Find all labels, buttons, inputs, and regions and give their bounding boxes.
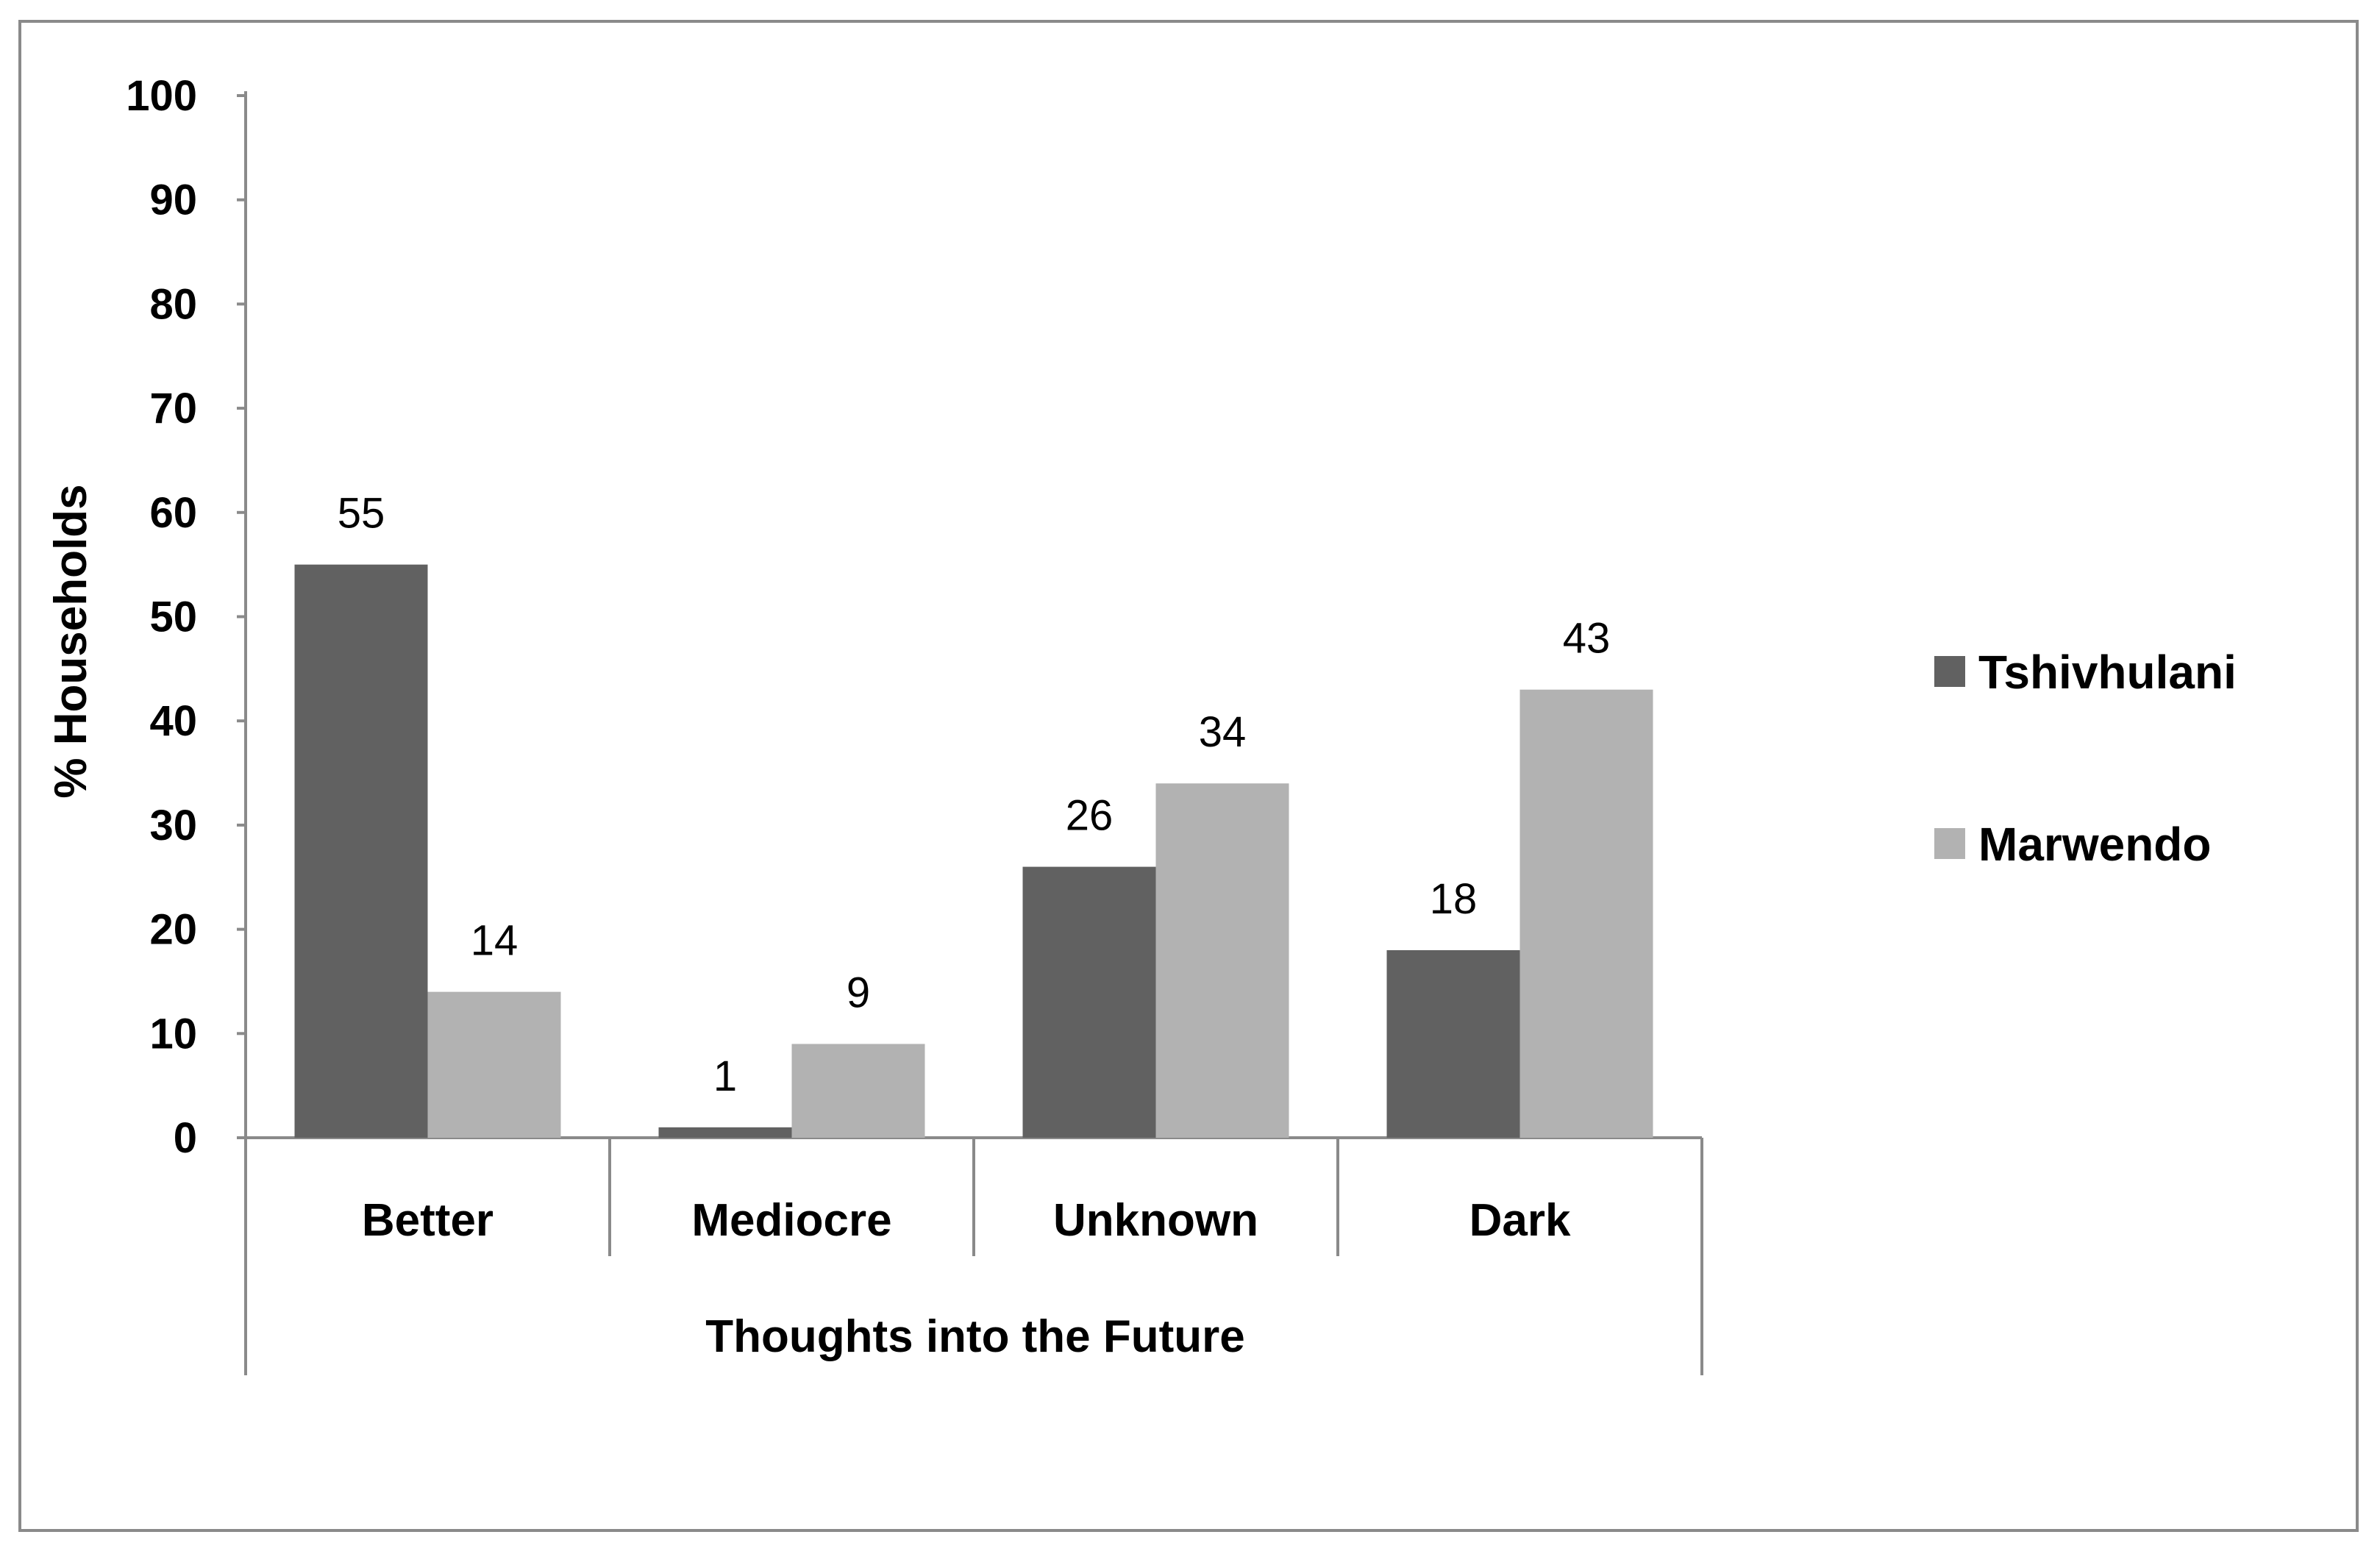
y-tick-label: 10	[149, 1010, 197, 1058]
data-label: 9	[847, 969, 870, 1016]
bar-tshivhulani	[658, 1127, 792, 1138]
y-tick-label: 20	[149, 906, 197, 954]
legend-label: Marwendo	[1978, 818, 2211, 871]
data-label: 34	[1199, 708, 1247, 756]
legend: Tshivhulani Marwendo	[1934, 646, 2237, 871]
y-tick-label: 40	[149, 697, 197, 745]
data-label: 43	[1563, 615, 1611, 663]
y-axis-title: % Households	[46, 484, 96, 798]
bar-tshivhulani	[1022, 866, 1156, 1138]
y-tick-label: 0	[174, 1114, 197, 1162]
data-label: 14	[471, 917, 519, 965]
plot-area: 0 10 20 30 40 50 60 70 80 90 100 Better Mediocre Unkn…	[126, 72, 1703, 1375]
legend-swatch-tshivhulani	[1934, 656, 1965, 687]
bar-marwendo	[427, 991, 561, 1138]
y-tick-label: 80	[149, 280, 197, 328]
bar-tshivhulani	[1386, 949, 1520, 1138]
data-label: 26	[1066, 792, 1114, 840]
data-label: 55	[338, 490, 385, 538]
x-category-label: Dark	[1469, 1195, 1571, 1246]
bar-marwendo	[1155, 783, 1289, 1138]
data-label: 1	[713, 1052, 737, 1100]
bar-marwendo	[1519, 689, 1653, 1138]
x-category-label: Unknown	[1053, 1195, 1258, 1246]
legend-label: Tshivhulani	[1978, 646, 2237, 699]
y-tick-label: 100	[126, 72, 197, 120]
data-label: 18	[1430, 875, 1478, 923]
bar-tshivhulani	[294, 564, 428, 1138]
bar-marwendo	[791, 1044, 925, 1138]
y-tick-label: 60	[149, 489, 197, 537]
x-axis-title: Thoughts into the Future	[705, 1311, 1245, 1362]
legend-swatch-marwendo	[1934, 828, 1965, 859]
x-category-label: Mediocre	[691, 1195, 891, 1246]
y-tick-label: 90	[149, 177, 197, 224]
y-tick-label: 30	[149, 802, 197, 849]
y-tick-label: 70	[149, 385, 197, 432]
x-category-label: Better	[362, 1195, 494, 1246]
y-tick-label: 50	[149, 594, 197, 641]
